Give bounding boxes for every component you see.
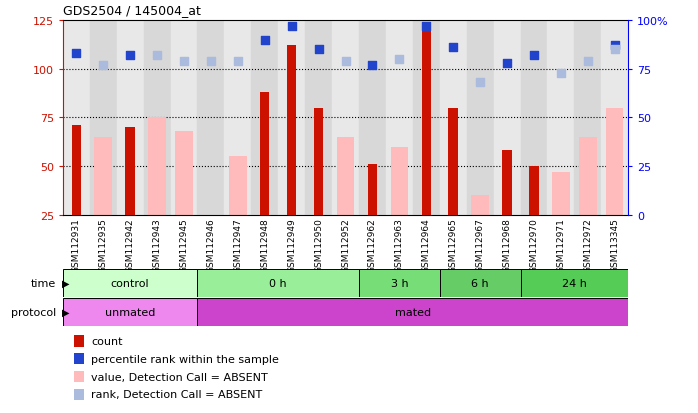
Bar <box>552 173 570 215</box>
Bar <box>229 157 246 215</box>
Bar <box>279 21 305 215</box>
Point <box>259 37 270 44</box>
Bar <box>74 336 84 347</box>
Bar <box>521 21 547 215</box>
Bar <box>90 21 117 215</box>
Text: 0 h: 0 h <box>269 278 287 288</box>
Bar <box>449 108 458 215</box>
Text: control: control <box>111 278 149 288</box>
Bar <box>126 128 135 215</box>
Text: 6 h: 6 h <box>471 278 489 288</box>
Bar <box>336 138 355 215</box>
Text: ▶: ▶ <box>62 307 70 317</box>
Bar <box>467 21 493 215</box>
Bar <box>198 269 359 297</box>
Text: count: count <box>91 336 123 346</box>
Bar <box>144 21 170 215</box>
Bar <box>391 147 408 215</box>
Bar <box>529 166 539 215</box>
Bar <box>503 151 512 215</box>
Point <box>501 60 512 67</box>
Bar <box>314 108 323 215</box>
Text: value, Detection Call = ABSENT: value, Detection Call = ABSENT <box>91 372 268 382</box>
Point <box>447 45 459 52</box>
Text: 24 h: 24 h <box>562 278 587 288</box>
Point <box>98 62 109 69</box>
Bar <box>547 21 574 215</box>
Bar <box>579 138 597 215</box>
Point <box>340 59 351 65</box>
Bar <box>63 269 198 297</box>
Point <box>421 24 432 30</box>
Text: 3 h: 3 h <box>391 278 408 288</box>
Bar <box>422 23 431 215</box>
Bar <box>601 21 628 215</box>
Bar <box>224 21 251 215</box>
Bar <box>521 269 628 297</box>
Bar <box>251 21 279 215</box>
Point <box>582 59 593 65</box>
Point <box>394 57 405 63</box>
Point <box>124 53 135 59</box>
Bar <box>198 298 628 326</box>
Point <box>609 47 621 53</box>
Bar <box>117 21 144 215</box>
Bar <box>359 21 386 215</box>
Point <box>205 59 216 65</box>
Bar <box>63 298 198 326</box>
Point <box>367 62 378 69</box>
Bar <box>440 21 467 215</box>
Bar <box>74 353 84 365</box>
Bar <box>413 21 440 215</box>
Text: time: time <box>31 278 56 288</box>
Point <box>609 43 621 50</box>
Point <box>475 80 486 86</box>
Bar <box>471 196 489 215</box>
Bar <box>574 21 601 215</box>
Bar <box>94 138 112 215</box>
Text: ▶: ▶ <box>62 278 70 288</box>
Bar <box>287 46 297 215</box>
Bar <box>63 21 90 215</box>
Point <box>528 53 540 59</box>
Text: GDS2504 / 145004_at: GDS2504 / 145004_at <box>63 4 201 17</box>
Point <box>313 47 324 53</box>
Text: protocol: protocol <box>10 307 56 317</box>
Bar <box>74 389 84 400</box>
Text: percentile rank within the sample: percentile rank within the sample <box>91 354 279 364</box>
Bar <box>148 118 166 215</box>
Point <box>70 51 82 57</box>
Bar <box>359 269 440 297</box>
Point <box>232 59 244 65</box>
Point <box>556 70 567 77</box>
Bar <box>198 21 224 215</box>
Bar <box>606 108 623 215</box>
Bar <box>332 21 359 215</box>
Point <box>179 59 190 65</box>
Bar <box>72 126 81 215</box>
Bar <box>74 371 84 382</box>
Bar <box>175 132 193 215</box>
Bar <box>440 269 521 297</box>
Bar <box>386 21 413 215</box>
Bar <box>493 21 521 215</box>
Bar <box>170 21 198 215</box>
Text: unmated: unmated <box>105 307 156 317</box>
Point <box>151 53 163 59</box>
Text: rank, Detection Call = ABSENT: rank, Detection Call = ABSENT <box>91 389 262 399</box>
Bar <box>305 21 332 215</box>
Bar <box>260 93 269 215</box>
Bar <box>368 165 377 215</box>
Point <box>286 24 297 30</box>
Text: mated: mated <box>395 307 431 317</box>
